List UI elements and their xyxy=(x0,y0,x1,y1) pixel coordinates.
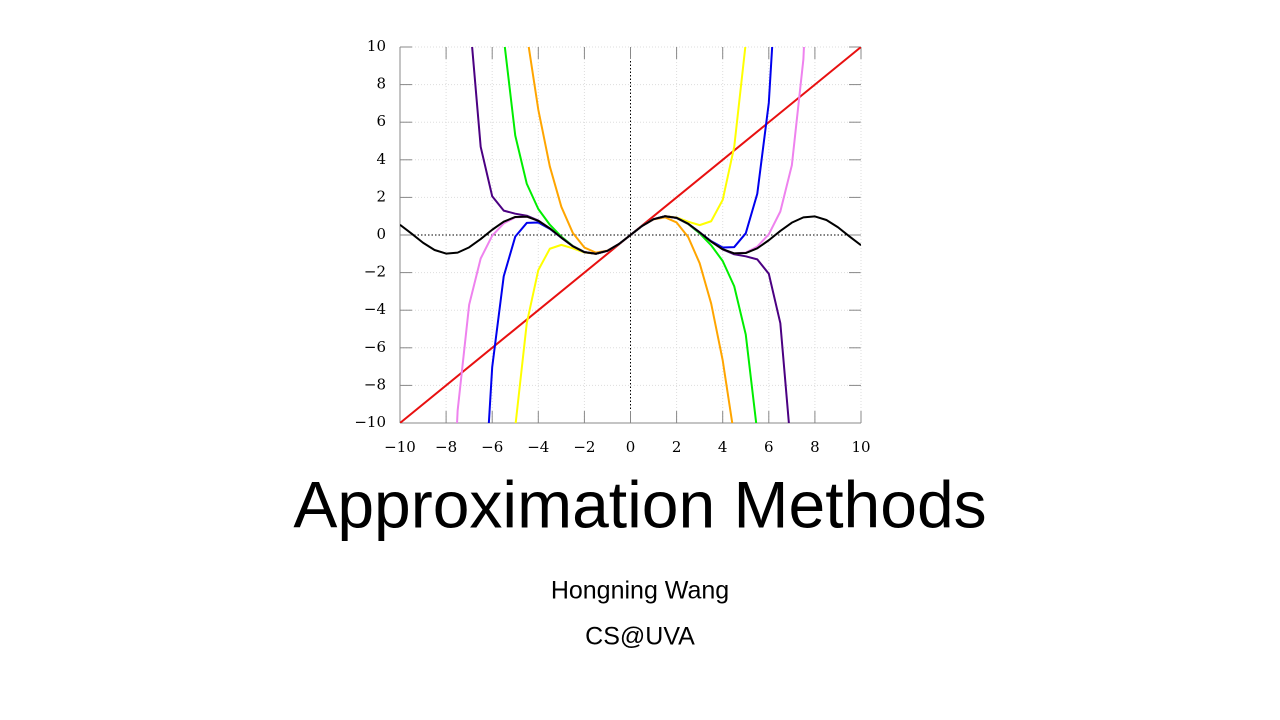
x-tick-label: −6 xyxy=(481,438,503,456)
y-tick-label: −10 xyxy=(354,413,386,431)
y-tick-label: −2 xyxy=(364,263,386,281)
affiliation: CS@UVA xyxy=(585,623,695,651)
x-tick-label: 2 xyxy=(672,438,682,456)
y-tick-label: 10 xyxy=(367,37,386,55)
y-tick-label: 8 xyxy=(376,75,386,93)
series-line xyxy=(400,215,861,255)
x-tick-label: −8 xyxy=(435,438,457,456)
x-tick-label: −4 xyxy=(527,438,549,456)
author: Hongning Wang xyxy=(551,577,729,605)
y-tick-label: −4 xyxy=(364,300,386,318)
y-tick-label: 0 xyxy=(376,225,386,243)
x-tick-label: 6 xyxy=(764,438,774,456)
x-tick-label: 4 xyxy=(718,438,728,456)
series-line xyxy=(456,47,805,423)
slide-title: Approximation Methods xyxy=(293,467,986,541)
x-tick-label: −10 xyxy=(384,438,416,456)
y-tick-label: −6 xyxy=(364,338,386,356)
y-tick-label: 2 xyxy=(376,187,386,205)
y-tick-label: 6 xyxy=(376,112,386,130)
x-tick-label: 8 xyxy=(810,438,820,456)
y-tick-label: 4 xyxy=(376,150,386,168)
x-tick-label: −2 xyxy=(573,438,595,456)
x-tick-label: 10 xyxy=(851,438,870,456)
plot-lines xyxy=(400,47,861,423)
y-tick-label: −8 xyxy=(364,375,386,393)
x-tick-label: 0 xyxy=(626,438,636,456)
